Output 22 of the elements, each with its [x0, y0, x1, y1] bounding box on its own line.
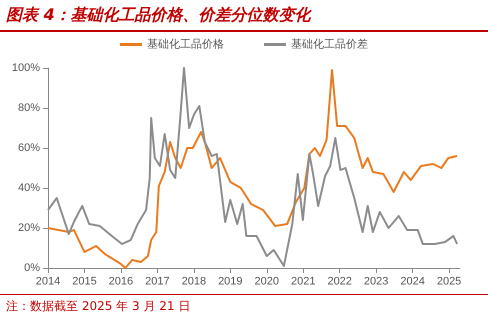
x-tick-label: 2015 [72, 276, 97, 288]
y-tick-label: 20% [18, 222, 40, 234]
y-tick-label: 40% [18, 182, 40, 194]
y-tick-label: 60% [18, 142, 40, 154]
x-tick-label: 2023 [364, 276, 388, 288]
x-tick-label: 2017 [145, 276, 170, 288]
x-tick-label: 2019 [218, 276, 243, 288]
x-tick-label: 2018 [182, 276, 206, 288]
text: 注：数据截至 2025 年 3 月 21 日 [0, 294, 488, 317]
x-tick-label: 2020 [254, 276, 280, 288]
y-tick-label: 100% [12, 62, 40, 74]
y-tick-label: 0% [24, 262, 40, 274]
x-tick-label: 2014 [36, 276, 60, 288]
x-tick-label: 2025 [436, 276, 462, 288]
legend-label: 基础化工品价差 [291, 38, 368, 50]
x-tick-label: 2016 [108, 276, 134, 288]
x-tick-label: 2022 [327, 276, 352, 288]
chart-title: 图表 4：基础化工品价格、价差分位数变化 [0, 0, 488, 32]
x-tick-label: 2021 [290, 276, 316, 288]
x-tick-label: 2024 [400, 276, 425, 288]
legend-label: 基础化工品价格 [147, 38, 224, 50]
y-tick-label: 80% [18, 102, 40, 114]
